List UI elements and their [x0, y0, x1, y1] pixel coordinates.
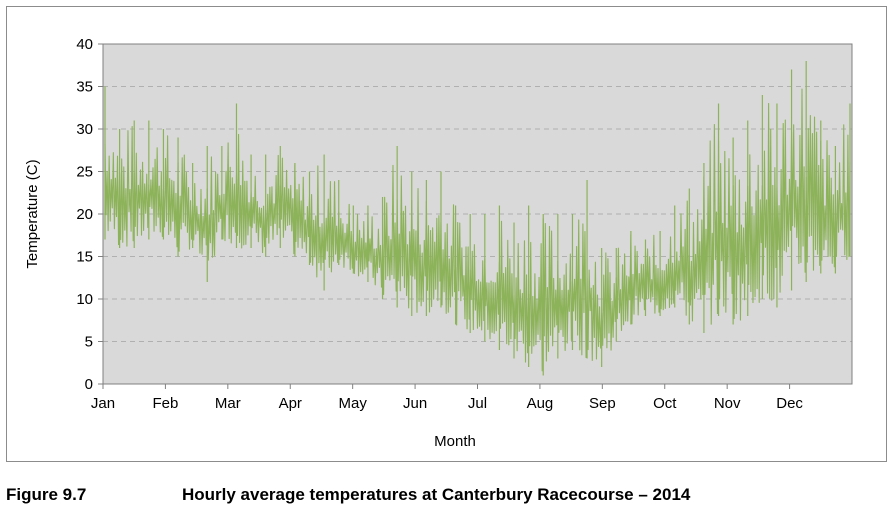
- x-tick-label: Aug: [527, 395, 554, 412]
- x-tick-label: Oct: [653, 395, 677, 412]
- y-tick-label: 40: [76, 36, 93, 53]
- series-temperature: [104, 61, 851, 376]
- x-tick-label: Dec: [776, 395, 803, 412]
- x-axis-title: Month: [434, 433, 476, 450]
- y-tick-label: 25: [76, 164, 93, 181]
- y-tick-label: 30: [76, 121, 93, 138]
- x-tick-label: Apr: [279, 395, 302, 412]
- y-tick-label: 5: [85, 334, 93, 351]
- x-tick-label: May: [338, 395, 367, 412]
- y-tick-label: 10: [76, 291, 93, 308]
- x-tick-label: Sep: [589, 395, 616, 412]
- figure-number: Figure 9.7: [6, 485, 87, 504]
- x-tick-label: Nov: [714, 395, 741, 412]
- figure-title: Hourly average temperatures at Canterbur…: [182, 485, 691, 504]
- x-tick-label: Jun: [403, 395, 427, 412]
- y-tick-label: 35: [76, 79, 93, 96]
- x-tick-label: Feb: [152, 395, 178, 412]
- x-tick-label: Mar: [215, 395, 241, 412]
- y-tick-label: 0: [85, 376, 93, 393]
- temperature-chart: 0 5 10 15 20 25 30 35 40 Jan Feb Mar Apr May Jun Jul Aug…: [24, 36, 853, 450]
- x-tick-label: Jan: [91, 395, 115, 412]
- x-tick-label: Jul: [468, 395, 487, 412]
- axes: [98, 43, 853, 385]
- chart-frame: 0 5 10 15 20 25 30 35 40 Jan Feb Mar Apr May Jun Jul Aug…: [6, 6, 887, 462]
- tick-labels: 0 5 10 15 20 25 30 35 40 Jan Feb Mar Apr May Jun Jul Aug…: [76, 36, 803, 412]
- y-tick-label: 20: [76, 206, 93, 223]
- series-line-temperature: [104, 88, 851, 372]
- y-tick-label: 15: [76, 249, 93, 266]
- y-axis-title: Temperature (C): [24, 159, 41, 268]
